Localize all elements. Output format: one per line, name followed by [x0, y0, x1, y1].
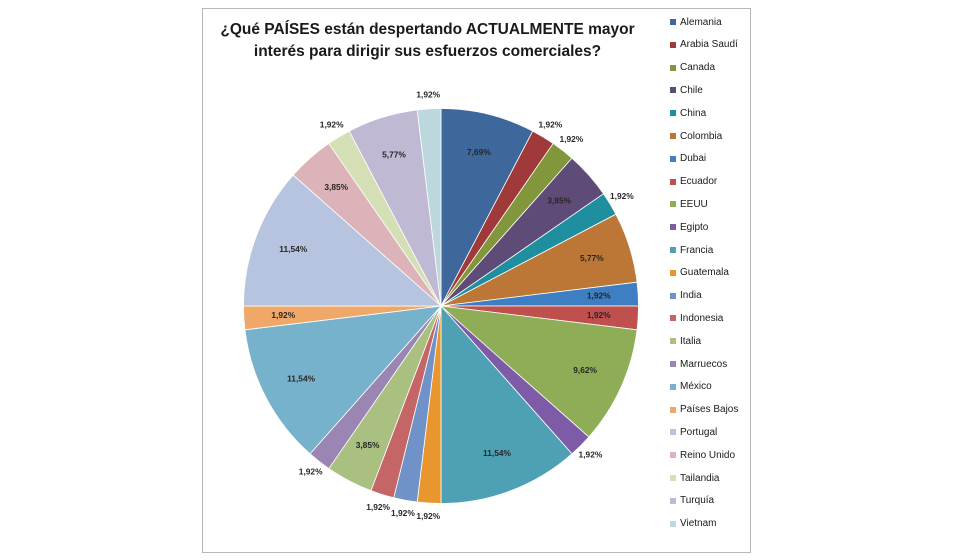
svg-text:1,92%: 1,92% [559, 134, 583, 144]
svg-text:1,92%: 1,92% [391, 508, 415, 518]
svg-text:1,92%: 1,92% [579, 450, 603, 460]
svg-text:9,62%: 9,62% [573, 365, 597, 375]
svg-text:1,92%: 1,92% [366, 502, 390, 512]
svg-text:1,92%: 1,92% [416, 89, 440, 99]
svg-text:5,77%: 5,77% [382, 149, 406, 159]
svg-text:11,54%: 11,54% [483, 448, 511, 458]
svg-text:1,92%: 1,92% [416, 511, 440, 521]
svg-text:5,77%: 5,77% [580, 253, 604, 263]
svg-text:11,54%: 11,54% [279, 244, 307, 254]
svg-text:3,85%: 3,85% [547, 195, 571, 205]
svg-text:1,92%: 1,92% [538, 119, 562, 129]
svg-text:1,92%: 1,92% [299, 467, 323, 477]
svg-text:11,54%: 11,54% [287, 374, 315, 384]
svg-text:3,85%: 3,85% [324, 182, 348, 192]
svg-text:1,92%: 1,92% [587, 291, 611, 301]
svg-text:1,92%: 1,92% [271, 310, 295, 320]
svg-text:7,69%: 7,69% [467, 147, 491, 157]
svg-text:1,92%: 1,92% [587, 310, 611, 320]
svg-text:1,92%: 1,92% [610, 191, 634, 201]
svg-text:3,85%: 3,85% [356, 440, 380, 450]
svg-text:1,92%: 1,92% [320, 119, 344, 129]
